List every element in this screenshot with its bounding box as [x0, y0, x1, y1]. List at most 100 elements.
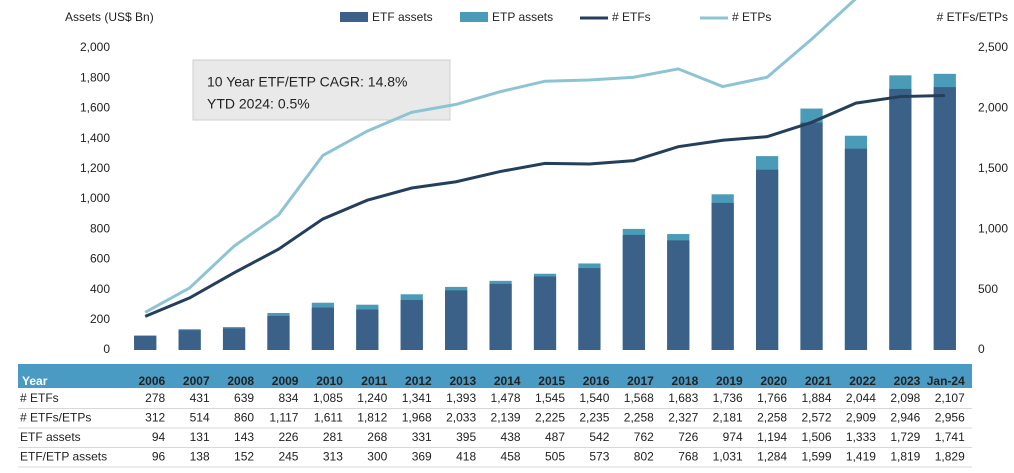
table-cell: 418 — [456, 450, 476, 464]
annotation-box — [192, 59, 451, 121]
table-cell: 131 — [190, 430, 210, 444]
legend-label: # ETFs — [612, 10, 651, 24]
table-cell: 438 — [501, 430, 521, 444]
table-column-header: 2013 — [449, 374, 476, 388]
bar — [400, 300, 423, 350]
table-cell: 1,819 — [890, 450, 920, 464]
table-cell: 226 — [278, 430, 298, 444]
table-cell: 505 — [545, 450, 565, 464]
table-column-header: Jan-24 — [927, 374, 965, 388]
table-column-header: 2010 — [316, 374, 343, 388]
table-cell: 1,729 — [890, 430, 920, 444]
table-cell: 1,085 — [313, 391, 343, 405]
bar — [933, 87, 956, 350]
table-cell: 312 — [145, 411, 165, 425]
table-column-header: 2014 — [494, 374, 521, 388]
table-cell: 2,225 — [535, 411, 565, 425]
table-column-header: 2016 — [583, 374, 610, 388]
y-axis-label: Assets (US$ Bn) — [65, 10, 154, 24]
table-column-header: 2020 — [760, 374, 787, 388]
table-cell: 2,258 — [757, 411, 787, 425]
table-cell: 1,284 — [757, 450, 787, 464]
annotation: 10 Year ETF/ETP CAGR: 14.8% — [207, 74, 408, 90]
y-tick-label: 200 — [90, 312, 110, 326]
bar — [578, 268, 601, 350]
table-column-header: 2017 — [627, 374, 654, 388]
legend-label: ETP assets — [492, 10, 553, 24]
table-cell: 395 — [456, 430, 476, 444]
line — [144, 93, 945, 318]
table-cell: 2,181 — [713, 411, 743, 425]
table-cell: 1,611 — [314, 411, 343, 425]
table-cell: 313 — [323, 450, 343, 464]
table-cell: 2,909 — [846, 411, 876, 425]
bar — [533, 276, 557, 350]
table-row-label: ETF assets — [20, 430, 81, 444]
table-column-header: 2019 — [716, 374, 743, 388]
table-cell: 726 — [678, 430, 698, 444]
table-cell: 1,741 — [935, 430, 965, 444]
table-cell: 1,031 — [713, 450, 743, 464]
bar — [178, 330, 201, 350]
y-tick-label: 1,000 — [80, 191, 110, 205]
table-header-bg — [18, 364, 972, 388]
table-cell: 802 — [634, 450, 654, 464]
y-tick-label: 1,600 — [80, 101, 110, 115]
table-cell: 768 — [678, 450, 698, 464]
table-cell: 152 — [234, 450, 254, 464]
bar — [134, 335, 157, 350]
table-column-header: 2009 — [272, 374, 299, 388]
y2-tick-label: 2,500 — [978, 40, 1008, 54]
table-column-header: 2007 — [183, 374, 210, 388]
bar — [844, 148, 868, 350]
bar — [356, 309, 379, 350]
table-cell: 542 — [589, 430, 609, 444]
bar — [445, 290, 468, 350]
table-cell: 1,341 — [402, 391, 432, 405]
y2-axis-label: # ETFs/ETPs — [937, 10, 1008, 24]
y2-tick-label: 2,000 — [978, 101, 1008, 115]
table-column-header: 2021 — [805, 374, 832, 388]
table-cell: 1,968 — [402, 411, 432, 425]
legend-swatch — [340, 12, 368, 22]
table-cell: 762 — [634, 430, 654, 444]
bar — [711, 202, 734, 350]
line — [144, 0, 857, 314]
bar — [756, 169, 779, 350]
table-cell: 431 — [190, 391, 210, 405]
table-cell: 487 — [545, 430, 565, 444]
table-cell: 2,327 — [668, 411, 698, 425]
table-cell: 860 — [234, 411, 254, 425]
y-tick-label: 1,200 — [80, 161, 110, 175]
table-cell: 1,117 — [269, 411, 298, 425]
table-cell: 2,044 — [846, 391, 876, 405]
table-cell: 2,098 — [890, 391, 920, 405]
table-cell: 573 — [589, 450, 609, 464]
bar — [311, 307, 334, 350]
table-cell: 458 — [501, 450, 521, 464]
y-tick-label: 800 — [90, 221, 110, 235]
table-row-label: # ETFs/ETPs — [20, 411, 91, 425]
table-cell: 1,736 — [713, 391, 743, 405]
legend-swatch — [460, 12, 488, 22]
y-tick-label: 2,000 — [80, 40, 110, 54]
table-cell: 369 — [412, 450, 432, 464]
y-tick-label: 1,400 — [80, 131, 110, 145]
table-column-header: 2012 — [405, 374, 432, 388]
y2-tick-label: 0 — [978, 342, 985, 356]
table-cell: 639 — [234, 391, 254, 405]
table-column-header: 2011 — [361, 374, 387, 388]
table-cell: 2,258 — [624, 411, 654, 425]
table-cell: 94 — [152, 430, 166, 444]
y-tick-label: 1,800 — [80, 70, 110, 84]
bar — [222, 328, 246, 350]
table-row-label: # ETFs — [20, 391, 59, 405]
table-cell: 1,506 — [801, 430, 831, 444]
table-column-header: 2008 — [227, 374, 254, 388]
y-tick-label: 0 — [103, 342, 110, 356]
table-cell: 2,572 — [801, 411, 831, 425]
y2-tick-label: 500 — [978, 282, 998, 296]
table-cell: 1,884 — [801, 391, 831, 405]
table-cell: 514 — [190, 411, 210, 425]
table-column-header: 2018 — [672, 374, 699, 388]
